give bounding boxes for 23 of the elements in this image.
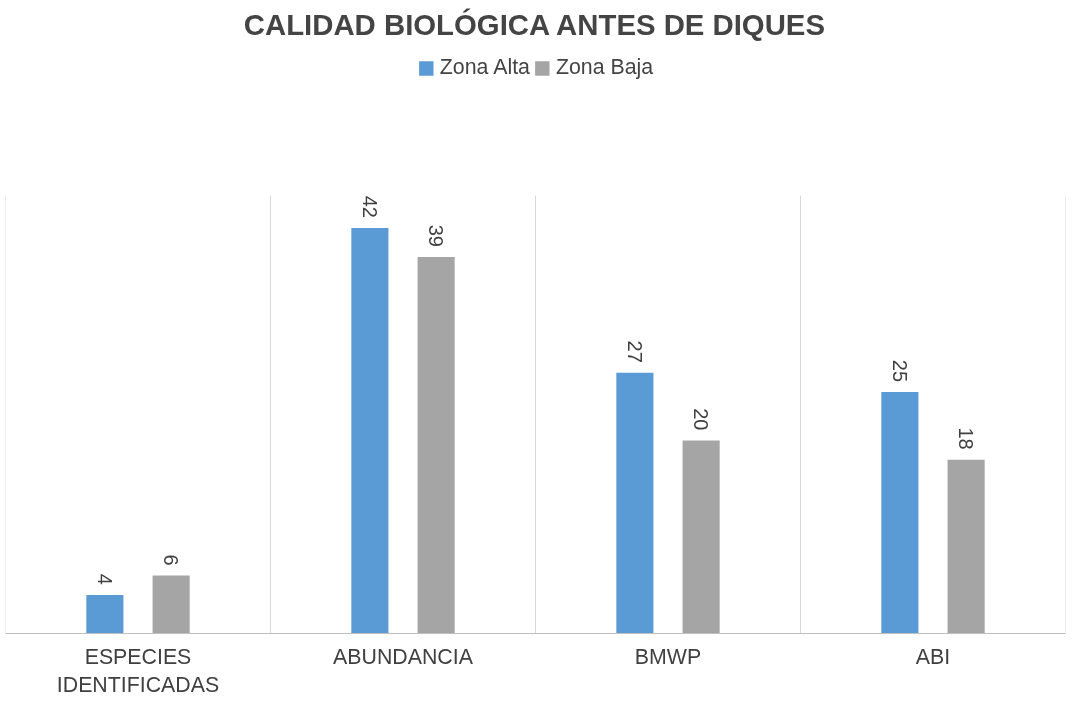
data-label: 42 [358,195,381,218]
bar [881,392,919,634]
bar [152,575,190,634]
data-label: 4 [93,573,116,585]
bar [947,459,985,634]
x-tick-label: ABUNDANCIA [333,644,474,669]
data-label: 25 [888,359,911,383]
bar [417,256,455,634]
x-tick-label: ABI [915,644,951,669]
bar [682,440,720,634]
x-tick-label: ESPECIES IDENTIFICADAS [56,644,220,698]
data-label: 6 [160,554,183,566]
data-label: 27 [623,340,646,363]
data-label: 20 [690,408,713,431]
chart-title: CALIDAD BIOLÓGICA ANTES DE DIQUES [243,7,825,41]
bar [616,372,654,634]
legend-label: Zona Baja [555,55,654,80]
bar [86,594,124,634]
legend-label: Zona Alta [439,55,530,80]
data-label: 18 [955,427,978,450]
data-label: 39 [425,224,448,247]
x-tick-label: BMWP [634,644,702,669]
bar [351,227,389,634]
